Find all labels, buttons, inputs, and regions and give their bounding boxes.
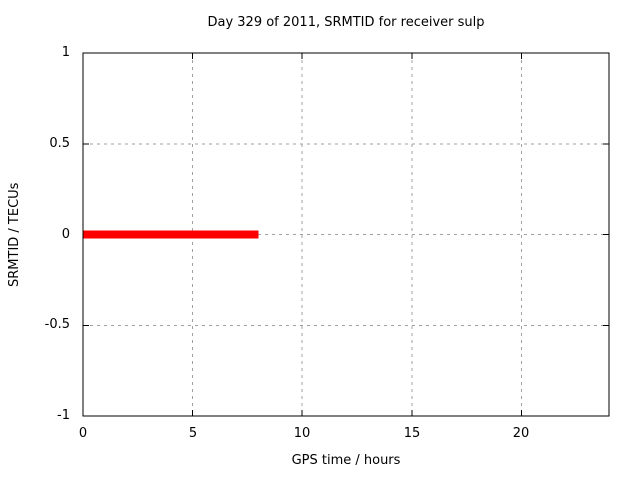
y-tick-label-neg0p5: -0.5	[44, 317, 70, 332]
y-tick-label-neg1: -1	[57, 408, 70, 423]
x-tick-label-5: 5	[188, 426, 198, 441]
y-tick-label-1: 1	[61, 45, 70, 60]
x-tick-label-20: 20	[512, 426, 530, 441]
y-tick-label-0p5: 0.5	[49, 136, 70, 151]
x-tick-label-15: 15	[403, 426, 421, 441]
chart-title: Day 329 of 2011, SRMTID for receiver sul…	[207, 15, 485, 30]
y-tick-label-0: 0	[61, 227, 70, 242]
plot-border	[82, 52, 610, 417]
x-tick-label-0: 0	[78, 426, 88, 441]
x-axis-label: GPS time / hours	[291, 453, 401, 468]
x-tick-label-10: 10	[293, 426, 311, 441]
